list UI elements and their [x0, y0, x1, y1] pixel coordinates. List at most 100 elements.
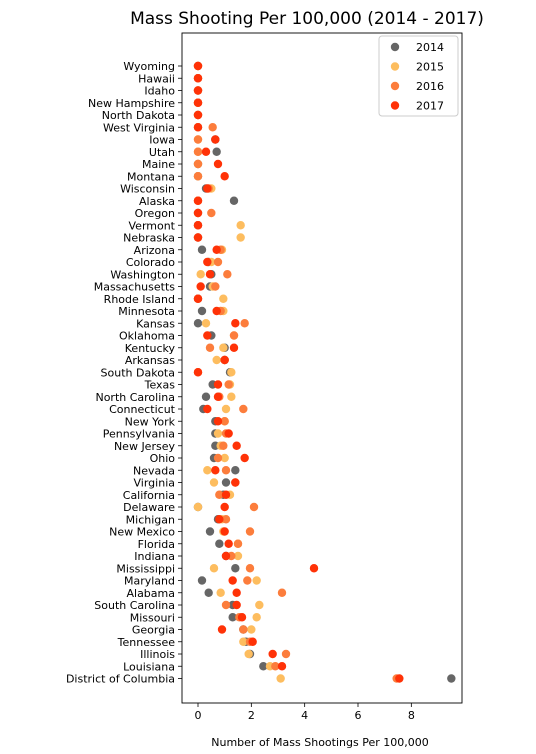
- point-2016-colorado: [213, 257, 223, 267]
- point-2016-louisiana: [271, 662, 280, 671]
- legend-marker-2017: [390, 101, 400, 110]
- point-2015-south-carolina: [255, 600, 264, 610]
- y-tick-label: Delaware: [123, 501, 175, 514]
- y-tick-label: District of Columbia: [66, 673, 175, 686]
- point-2016-new-jersey: [219, 441, 228, 450]
- point-2017-south-carolina: [232, 600, 241, 610]
- y-tick-label: New York: [125, 415, 176, 428]
- point-2016-oklahoma: [229, 331, 239, 340]
- point-2014-alaska: [229, 196, 239, 205]
- y-tick-label: Oregon: [135, 207, 175, 220]
- point-2016-texas: [224, 380, 233, 389]
- point-2015-missouri: [252, 613, 261, 622]
- point-2015-maryland: [252, 576, 261, 585]
- legend-frame: [378, 35, 459, 117]
- point-2017-georgia: [217, 625, 227, 634]
- point-2017-district-of-columbia: [395, 674, 404, 683]
- point-2015-vermont: [236, 221, 245, 230]
- y-tick-label: Virginia: [134, 477, 175, 490]
- y-tick-label: Connecticut: [109, 403, 176, 416]
- point-2017-north-carolina: [213, 392, 223, 401]
- point-2017-vermont: [193, 221, 203, 230]
- y-tick-label: Louisiana: [123, 660, 175, 673]
- point-2016-kansas: [240, 319, 249, 328]
- point-2016-washington: [223, 270, 232, 279]
- point-2015-arkansas: [212, 355, 221, 365]
- y-tick-label: New Hampshire: [88, 97, 175, 110]
- y-tick-label: Wisconsin: [120, 183, 175, 196]
- point-2017-kansas: [231, 319, 240, 328]
- point-2017-south-dakota: [193, 368, 203, 377]
- point-2014-mississippi: [231, 564, 240, 573]
- point-2017-maryland: [228, 576, 237, 585]
- y-tick-label: Ohio: [150, 452, 176, 465]
- legend-label-2017: 2017: [416, 100, 444, 113]
- point-2015-georgia: [247, 625, 256, 634]
- point-2015-alabama: [216, 588, 225, 597]
- point-2016-california: [215, 490, 224, 499]
- point-2015-illinois: [244, 649, 253, 659]
- point-2016-south-carolina: [221, 600, 231, 610]
- y-tick-label: New Jersey: [114, 440, 176, 453]
- point-2017-west-virginia: [193, 123, 203, 132]
- point-2016-ohio: [213, 453, 223, 463]
- point-2017-kentucky: [229, 343, 239, 352]
- y-tick-label: Utah: [149, 146, 175, 159]
- x-tick-label: 2: [248, 709, 255, 722]
- point-2014-north-carolina: [201, 392, 211, 401]
- y-tick-label: Montana: [127, 170, 175, 183]
- y-tick-label: Maine: [142, 158, 175, 171]
- y-tick-label: Arizona: [134, 244, 175, 257]
- x-tick-label: 8: [408, 709, 415, 722]
- point-2016-illinois: [281, 649, 291, 659]
- y-tick-label: New Mexico: [109, 526, 175, 539]
- point-2017-virginia: [231, 478, 240, 487]
- y-tick-label: Hawaii: [138, 72, 175, 85]
- point-2017-delaware: [220, 502, 229, 512]
- y-tick-label: Missouri: [130, 611, 175, 624]
- point-2017-tennessee: [248, 637, 257, 646]
- point-2017-pennsylvania: [224, 429, 233, 438]
- legend-marker-2014: [390, 42, 400, 52]
- x-tick-label: 6: [355, 709, 362, 722]
- point-2014-district-of-columbia: [447, 674, 456, 683]
- y-tick-label: Maryland: [124, 575, 175, 588]
- x-axis-label: Number of Mass Shootings Per 100,000: [211, 736, 428, 749]
- y-tick-label: Washington: [110, 268, 175, 281]
- y-tick-label: Florida: [138, 538, 175, 551]
- y-tick-label: Colorado: [126, 256, 175, 269]
- point-2015-kansas: [201, 319, 211, 328]
- y-tick-label: North Carolina: [95, 391, 175, 404]
- point-2017-arizona: [212, 245, 221, 254]
- y-tick-label: Idaho: [144, 85, 175, 98]
- y-tick-label: Kentucky: [125, 342, 176, 355]
- point-2014-minnesota: [197, 306, 207, 316]
- y-tick-label: Vermont: [129, 219, 176, 232]
- x-tick-label: 0: [195, 709, 202, 722]
- legend-label-2015: 2015: [416, 61, 444, 74]
- point-2017-louisiana: [277, 662, 287, 671]
- point-2015-connecticut: [221, 404, 231, 414]
- y-tick-label: Illinois: [140, 648, 175, 661]
- point-2015-mississippi: [209, 564, 219, 573]
- y-tick-label: North Dakota: [102, 109, 175, 122]
- legend: 2014 2015 2016 2017: [378, 35, 459, 117]
- point-2017-alabama: [232, 588, 241, 597]
- point-2016-nevada: [221, 466, 231, 475]
- point-2014-utah: [212, 147, 221, 156]
- point-2017-michigan: [215, 515, 224, 524]
- y-tick-label: Oklahoma: [119, 330, 175, 343]
- point-2014-alabama: [204, 588, 213, 597]
- point-2015-nevada: [203, 466, 212, 475]
- point-2017-nebraska: [193, 233, 203, 242]
- point-2017-oregon: [193, 208, 203, 218]
- point-2017-montana: [220, 172, 229, 181]
- point-2017-idaho: [193, 86, 203, 95]
- point-2017-texas: [213, 380, 223, 389]
- y-tick-label: Texas: [144, 379, 176, 392]
- y-tick-label: Massachusetts: [94, 281, 176, 294]
- point-2016-kentucky: [205, 343, 215, 352]
- point-2016-west-virginia: [208, 123, 217, 132]
- point-2017-new-jersey: [232, 441, 241, 450]
